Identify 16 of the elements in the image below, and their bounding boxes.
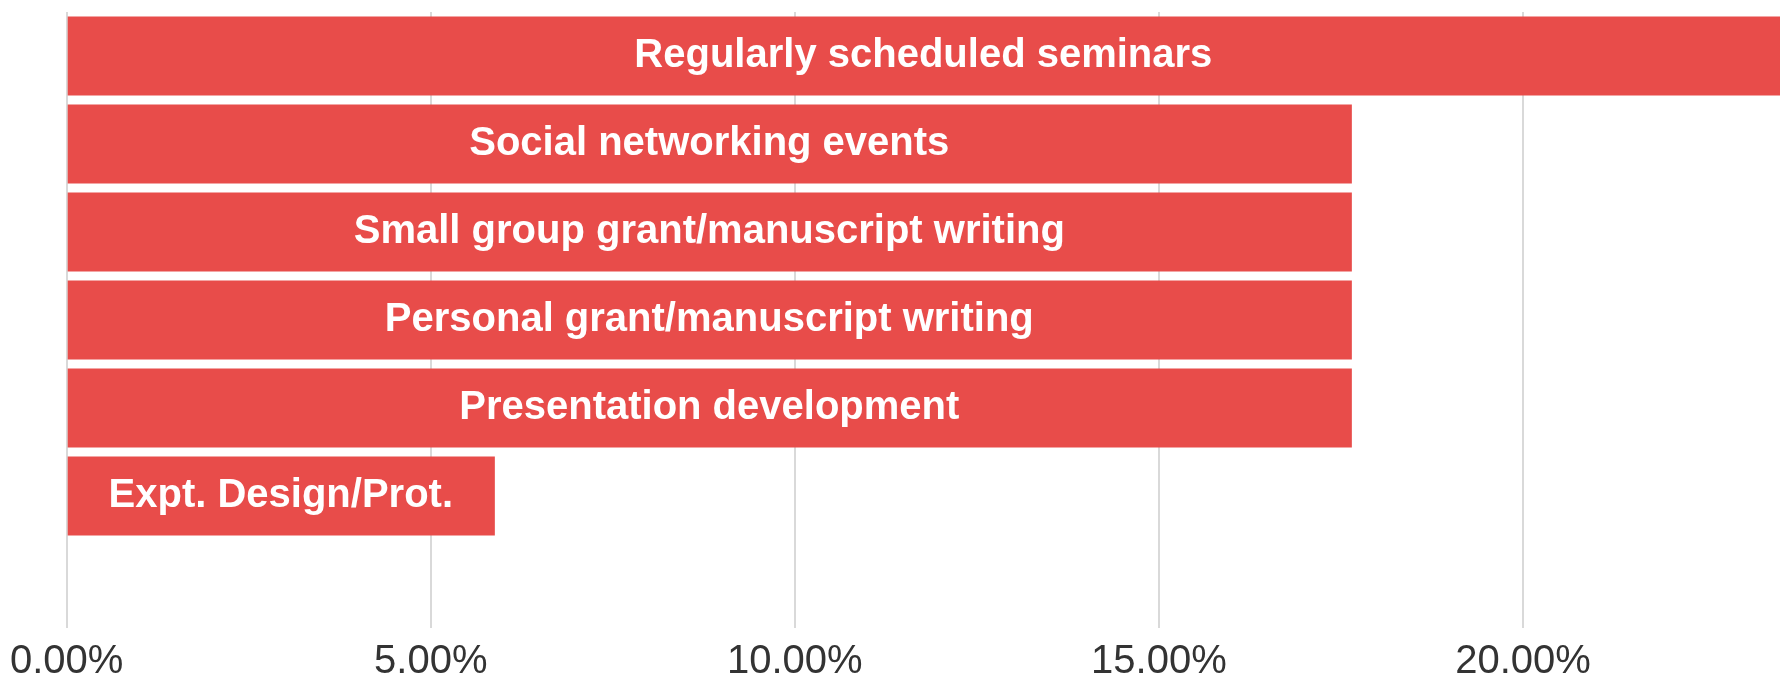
y-tick-label: Social networking events bbox=[469, 119, 950, 164]
bar bbox=[67, 368, 1352, 448]
y-tick-label: Presentation development bbox=[459, 383, 960, 428]
y-tick-label: Expt. Design/Prot. bbox=[108, 471, 454, 516]
bar bbox=[67, 192, 1352, 272]
y-tick-label: Personal grant/manuscript writing bbox=[384, 295, 1034, 340]
bar bbox=[67, 104, 1352, 184]
x-tick-label: 5.00% bbox=[374, 637, 488, 682]
bar bbox=[67, 280, 1352, 360]
bar bbox=[67, 16, 1780, 96]
y-tick-label: Small group grant/manuscript writing bbox=[353, 207, 1065, 252]
x-tick-label: 10.00% bbox=[727, 637, 863, 682]
x-tick-label: 0.00% bbox=[10, 637, 124, 682]
y-tick-label: Regularly scheduled seminars bbox=[634, 31, 1213, 76]
x-tick-label: 20.00% bbox=[1455, 637, 1591, 682]
x-tick-label: 15.00% bbox=[1091, 637, 1227, 682]
